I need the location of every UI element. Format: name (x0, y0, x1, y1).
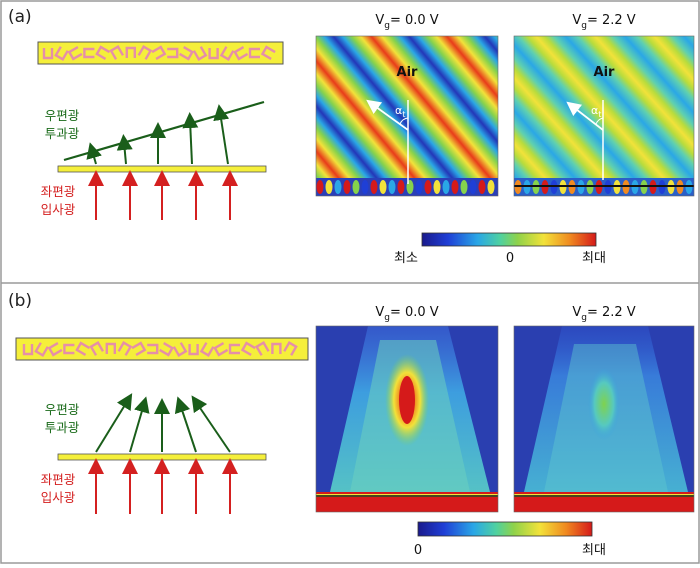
antenna-element (283, 341, 298, 356)
antenna-element (233, 45, 249, 61)
antenna-element (240, 341, 256, 357)
voltage-title: Vg= 2.2 V (572, 305, 635, 323)
antenna-element (219, 46, 235, 61)
refraction-arrow (366, 99, 409, 131)
antenna-element (188, 344, 199, 356)
colorbar-max: 최대 (582, 251, 606, 266)
metasurface-strip (15, 337, 309, 361)
antenna-element (117, 341, 133, 356)
colorbar-mid: 0 (506, 251, 514, 266)
transmitted-arrow (95, 393, 133, 453)
antenna-element (42, 48, 54, 60)
antenna-element (208, 48, 219, 60)
colorbar-min: 0 (414, 543, 422, 558)
schematic-a: 우편광 투과광 좌편광 입사광 (41, 100, 267, 220)
transmitted-label-line2: 투과광 (45, 420, 80, 435)
air-label: Air (594, 65, 616, 80)
transmitted-label-line2: 투과광 (45, 126, 80, 141)
air-label: Air (397, 65, 419, 80)
transmitted-arrow (213, 104, 230, 165)
antenna-element (89, 341, 105, 356)
colorbar-a: 최소 0 최대 (394, 232, 606, 266)
transmitted-arrows (86, 104, 230, 165)
voltage-title: Vg= 2.2 V (572, 13, 635, 31)
field-map-b-0V: Vg= 0.0 V (315, 305, 499, 513)
transmitted-arrow (129, 396, 150, 453)
antenna-element (199, 342, 215, 357)
antenna-element (271, 342, 282, 354)
metasurface-line (57, 165, 267, 173)
colorbar-gradient (417, 521, 593, 537)
antenna-element (167, 47, 179, 59)
antenna-element (47, 341, 63, 357)
antenna-element (95, 45, 111, 61)
colorbar-max: 최대 (582, 543, 606, 558)
antenna-element (172, 342, 188, 357)
metasurface-strip (37, 41, 284, 65)
incident-label-line1: 좌편광 (41, 472, 76, 487)
transmitted-arrow (182, 112, 199, 165)
transmitted-arrow (116, 134, 133, 165)
transmitted-label-line1: 우편광 (45, 108, 80, 123)
antenna-element (63, 343, 75, 355)
antenna-element (22, 344, 34, 356)
metasurface-line (57, 453, 267, 461)
voltage-title: Vg= 0.0 V (375, 13, 438, 31)
antenna-element (192, 46, 208, 61)
colorbar-min: 최소 (394, 251, 418, 266)
antenna-element (260, 45, 276, 61)
panel-b: (b) 우편광 투과광 좌편광 입사광 Vg= 0.0 V (8, 291, 695, 558)
angle-symbol: αt (395, 104, 405, 119)
transmitted-arrow (174, 396, 197, 453)
incident-label-line2: 입사광 (41, 490, 76, 505)
antenna-element (54, 46, 69, 61)
transmitted-arrow (86, 142, 102, 165)
incident-arrows (88, 458, 238, 514)
panel-label: (a) (8, 7, 32, 27)
incident-label-line1: 좌편광 (41, 184, 76, 199)
antenna-element (109, 45, 125, 60)
antenna-element (151, 45, 167, 61)
panel-a: (a) 우편광 투과광 좌편광 입사광 Vg= 0.0 V Air (8, 7, 695, 266)
antenna-element (67, 45, 83, 61)
schematic-b: 우편광 투과광 좌편광 입사광 (41, 393, 267, 514)
antenna-array (22, 341, 298, 357)
antenna-element (34, 342, 49, 357)
colorbar-b: 0 최대 (414, 521, 606, 558)
antenna-element (228, 343, 240, 355)
antenna-element (83, 47, 95, 59)
antenna-element (213, 341, 229, 357)
field-map-b-2.2V: Vg= 2.2 V (513, 305, 695, 513)
voltage-title: Vg= 0.0 V (375, 305, 438, 323)
refraction-arrow (566, 101, 604, 131)
antenna-element (254, 341, 270, 356)
transmitted-label-line1: 우편광 (45, 402, 80, 417)
antenna-element (75, 341, 91, 357)
incident-arrows (88, 170, 238, 220)
antenna-element (105, 342, 117, 354)
field-map-a-0V: Vg= 0.0 V Air αt (315, 13, 499, 197)
antenna-element (179, 45, 194, 61)
angle-symbol: αt (591, 104, 601, 119)
panel-label: (b) (8, 291, 32, 311)
antenna-element (137, 45, 153, 60)
antenna-element (131, 341, 147, 357)
antenna-element (159, 341, 174, 357)
antenna-array (42, 45, 276, 61)
colorbar-gradient (421, 232, 597, 247)
field-map-a-2.2V: Vg= 2.2 V Air αt (513, 13, 695, 197)
transmitted-arrows (95, 393, 231, 453)
transmitted-arrow (191, 395, 231, 453)
antenna-element (147, 343, 159, 355)
incident-label-line2: 입사광 (41, 202, 76, 217)
antenna-element (125, 46, 137, 58)
antenna-element (248, 47, 260, 59)
